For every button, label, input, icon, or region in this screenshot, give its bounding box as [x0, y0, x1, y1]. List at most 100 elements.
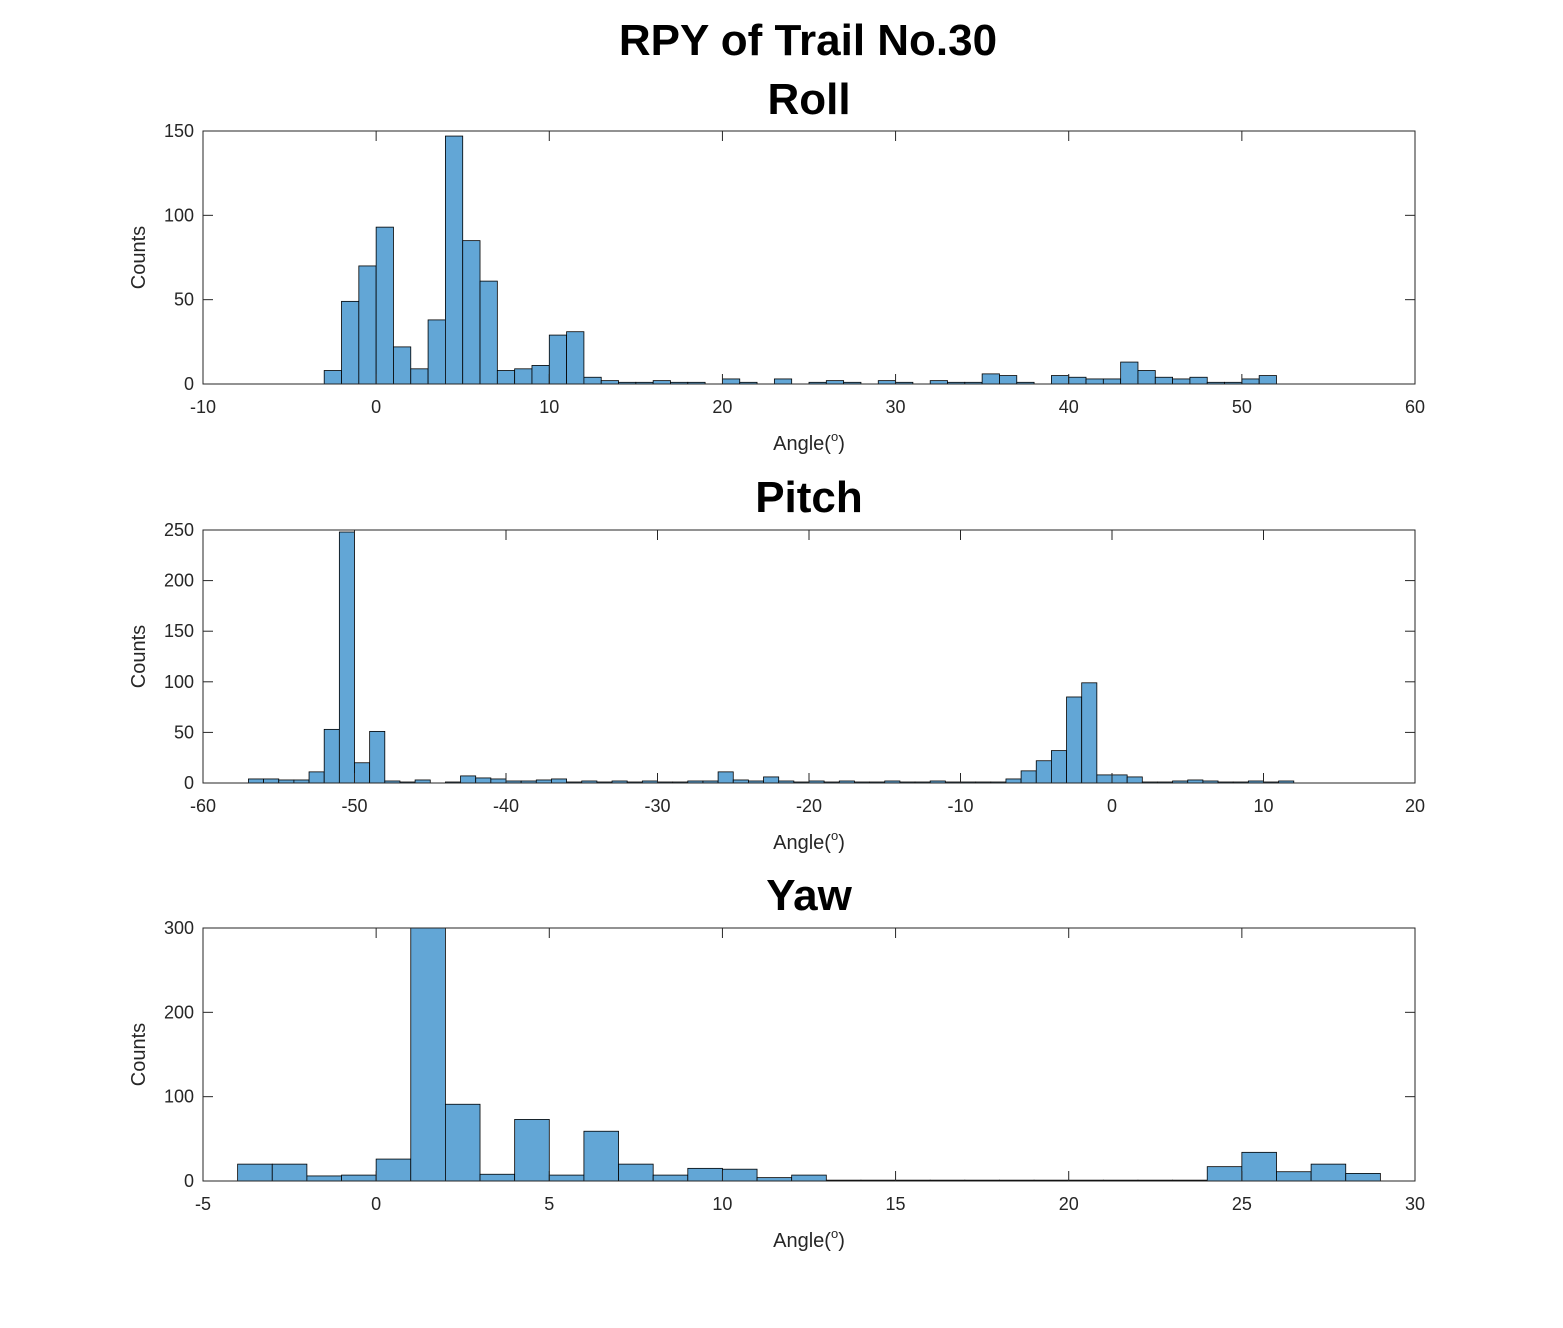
yaw-x-tick-label: 25 — [1232, 1194, 1252, 1214]
roll-x-tick-label: 0 — [371, 397, 381, 417]
yaw-x-tick-label: 5 — [544, 1194, 554, 1214]
yaw-bar — [1276, 1171, 1312, 1182]
roll-y-tick-label: 0 — [184, 374, 194, 394]
roll-bar — [496, 370, 516, 385]
pitch-bar — [1111, 774, 1128, 784]
roll-x-tick-label: 40 — [1059, 397, 1079, 417]
roll-bar — [583, 376, 602, 385]
yaw-bar — [722, 1168, 758, 1182]
pitch-bar — [338, 531, 355, 784]
yaw-bar — [583, 1130, 619, 1182]
pitch-bar — [1051, 750, 1067, 784]
roll-axes-box — [202, 130, 1416, 385]
pitch-x-tick-label: 20 — [1405, 796, 1425, 816]
roll-bar — [1068, 376, 1087, 385]
yaw-x-axis-label: Angle(o) — [773, 1226, 845, 1252]
roll-x-axis-label: Angle(o) — [773, 429, 845, 455]
x-label-text: Angle( — [773, 433, 831, 455]
yaw-title: Yaw — [766, 871, 852, 920]
roll-bar — [1137, 370, 1156, 385]
pitch-x-tick-label: -20 — [796, 796, 822, 816]
pitch-bar — [1035, 760, 1052, 784]
roll-bar — [427, 319, 446, 385]
roll-title: Roll — [767, 75, 850, 124]
yaw-y-tick-label: 0 — [184, 1171, 194, 1191]
x-label-superscript: o — [831, 429, 838, 444]
roll-bar — [548, 334, 567, 385]
pitch-bar — [1081, 682, 1098, 784]
roll-bar — [1154, 376, 1174, 385]
roll-bar — [479, 280, 498, 385]
roll-x-tick-label: 10 — [539, 397, 559, 417]
yaw-bar — [306, 1175, 342, 1182]
yaw-y-tick-label: 300 — [164, 918, 194, 938]
yaw-bar — [444, 1103, 481, 1182]
pitch-y-tick-label: 0 — [184, 773, 194, 793]
roll-bar — [929, 380, 948, 385]
yaw-bar — [618, 1163, 654, 1182]
roll-bar — [722, 378, 741, 385]
pitch-y-tick-label: 250 — [164, 520, 194, 540]
roll-bar — [600, 380, 619, 385]
pitch-bar — [1126, 776, 1143, 784]
roll-bar — [1051, 375, 1070, 385]
pitch-x-tick-label: -30 — [644, 796, 670, 816]
yaw-x-tick-label: 0 — [371, 1194, 381, 1214]
roll-y-tick-label: 100 — [164, 205, 194, 225]
roll-bar — [566, 331, 585, 385]
roll-bar — [514, 368, 533, 385]
pitch-y-axis-label: Counts — [128, 625, 150, 688]
pitch-bar — [551, 778, 568, 784]
pitch-x-axis-label: Angle(o) — [773, 828, 845, 854]
yaw-bar — [756, 1177, 793, 1182]
pitch-x-tick-label: 10 — [1253, 796, 1273, 816]
pitch-bar — [369, 730, 386, 784]
yaw-x-tick-label: 10 — [712, 1194, 732, 1214]
pitch-bar — [308, 771, 325, 784]
pitch-x-tick-label: -10 — [947, 796, 973, 816]
roll-bar — [393, 346, 412, 385]
roll-bar — [1085, 378, 1104, 385]
roll-bar — [999, 375, 1018, 385]
yaw-bar — [1241, 1151, 1277, 1182]
pitch-bar — [263, 778, 280, 784]
pitch-bar — [490, 778, 507, 784]
pitch-bar — [248, 778, 264, 784]
roll-bar — [531, 365, 550, 385]
yaw-y-tick-label: 100 — [164, 1087, 194, 1107]
x-label-close: ) — [838, 832, 845, 854]
yaw-bar — [1206, 1166, 1243, 1182]
roll-bar — [825, 380, 845, 385]
yaw-bar — [1310, 1163, 1347, 1182]
roll-bar — [1189, 376, 1208, 385]
yaw-bar — [375, 1158, 412, 1182]
yaw-bar — [410, 927, 446, 1182]
x-label-text: Angle( — [773, 832, 831, 854]
pitch-x-tick-label: -50 — [341, 796, 367, 816]
pitch-bar — [323, 728, 340, 784]
pitch-y-tick-label: 100 — [164, 672, 194, 692]
roll-bar — [410, 368, 429, 385]
roll-bar — [444, 135, 464, 385]
x-label-close: ) — [838, 1230, 845, 1252]
yaw-bar — [237, 1163, 273, 1182]
roll-bar — [877, 380, 896, 385]
x-label-superscript: o — [831, 828, 838, 843]
pitch-title: Pitch — [755, 473, 863, 522]
pitch-bar — [1020, 770, 1037, 784]
pitch-bar — [763, 776, 780, 784]
pitch-y-tick-label: 200 — [164, 571, 194, 591]
roll-x-tick-label: 30 — [886, 397, 906, 417]
roll-y-tick-label: 50 — [174, 290, 194, 310]
roll-x-tick-label: 50 — [1232, 397, 1252, 417]
x-label-text: Angle( — [773, 1230, 831, 1252]
pitch-bar — [475, 777, 492, 784]
pitch-bar — [1096, 774, 1113, 784]
yaw-bar — [687, 1167, 723, 1182]
roll-bar — [773, 378, 793, 385]
yaw-bar — [1345, 1173, 1381, 1182]
yaw-y-axis-label: Counts — [128, 1023, 150, 1086]
roll-bar — [1120, 361, 1139, 385]
yaw-bar — [341, 1174, 377, 1182]
